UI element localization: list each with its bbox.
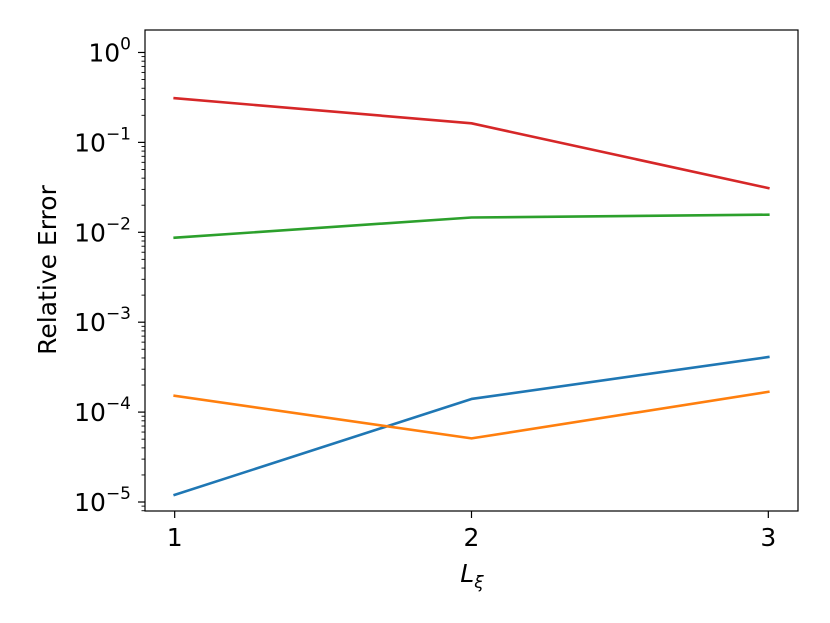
series-line-1 — [173, 355, 770, 497]
series-layer — [173, 96, 770, 497]
x-axis-label: Lξ — [460, 559, 484, 593]
x-axis-label-main: L — [460, 559, 474, 588]
y-tick-label: 10−2 — [74, 214, 131, 247]
series-line-4 — [173, 96, 770, 190]
x-tick-label: 1 — [167, 523, 183, 552]
plot-frame — [144, 29, 799, 512]
y-tick-label: 10−3 — [74, 304, 131, 337]
y-axis-label: Relative Error — [33, 184, 62, 354]
y-tick-label: 100 — [88, 34, 131, 67]
x-axis-label-subscript: ξ — [473, 573, 484, 593]
series-line-2 — [173, 390, 770, 440]
axis-ticks — [138, 51, 769, 518]
y-tick-label: 10−1 — [74, 124, 131, 157]
x-tick-label: 3 — [760, 523, 776, 552]
y-tick-label: 10−4 — [74, 394, 131, 427]
x-tick-label: 2 — [464, 523, 480, 552]
tick-labels: 1 2 3 10−5 10−4 10−3 10−2 10−1 100 — [74, 34, 776, 552]
series-line-3 — [173, 213, 770, 240]
y-tick-label: 10−5 — [74, 484, 131, 517]
